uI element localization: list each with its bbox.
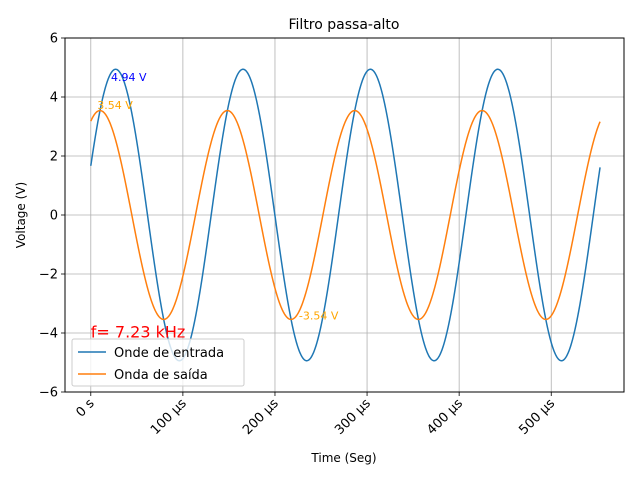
legend: Onde de entrada Onda de saída — [71, 338, 245, 387]
y-tick-label: 0 — [50, 209, 58, 224]
legend-box — [71, 338, 245, 387]
voltage-annotation: 3.54 V — [97, 99, 133, 112]
voltage-annotation: -3.54 V — [299, 310, 339, 323]
frequency-annotation: f= 7.23 kHz — [91, 322, 186, 341]
y-tick-label: 4 — [50, 91, 58, 106]
annotations: 4.94 V 3.54 V -3.54 V f= 7.23 kHz — [91, 71, 339, 342]
y-tick-label: 2 — [50, 150, 58, 165]
y-axis-label: Voltage (V) — [14, 182, 28, 248]
y-tick-label: 6 — [50, 32, 58, 47]
voltage-annotation: 4.94 V — [111, 71, 147, 84]
y-tick-label: −6 — [39, 386, 58, 401]
legend-label-input: Onde de entrada — [114, 346, 224, 361]
series-line-output — [90, 109, 601, 321]
legend-label-output: Onda de saída — [114, 368, 208, 383]
y-tick-label: −4 — [39, 327, 58, 342]
y-tick-label: −2 — [39, 268, 58, 283]
chart-title: Filtro passa-alto — [289, 17, 400, 33]
x-axis-label: Time (Seg) — [310, 451, 376, 465]
